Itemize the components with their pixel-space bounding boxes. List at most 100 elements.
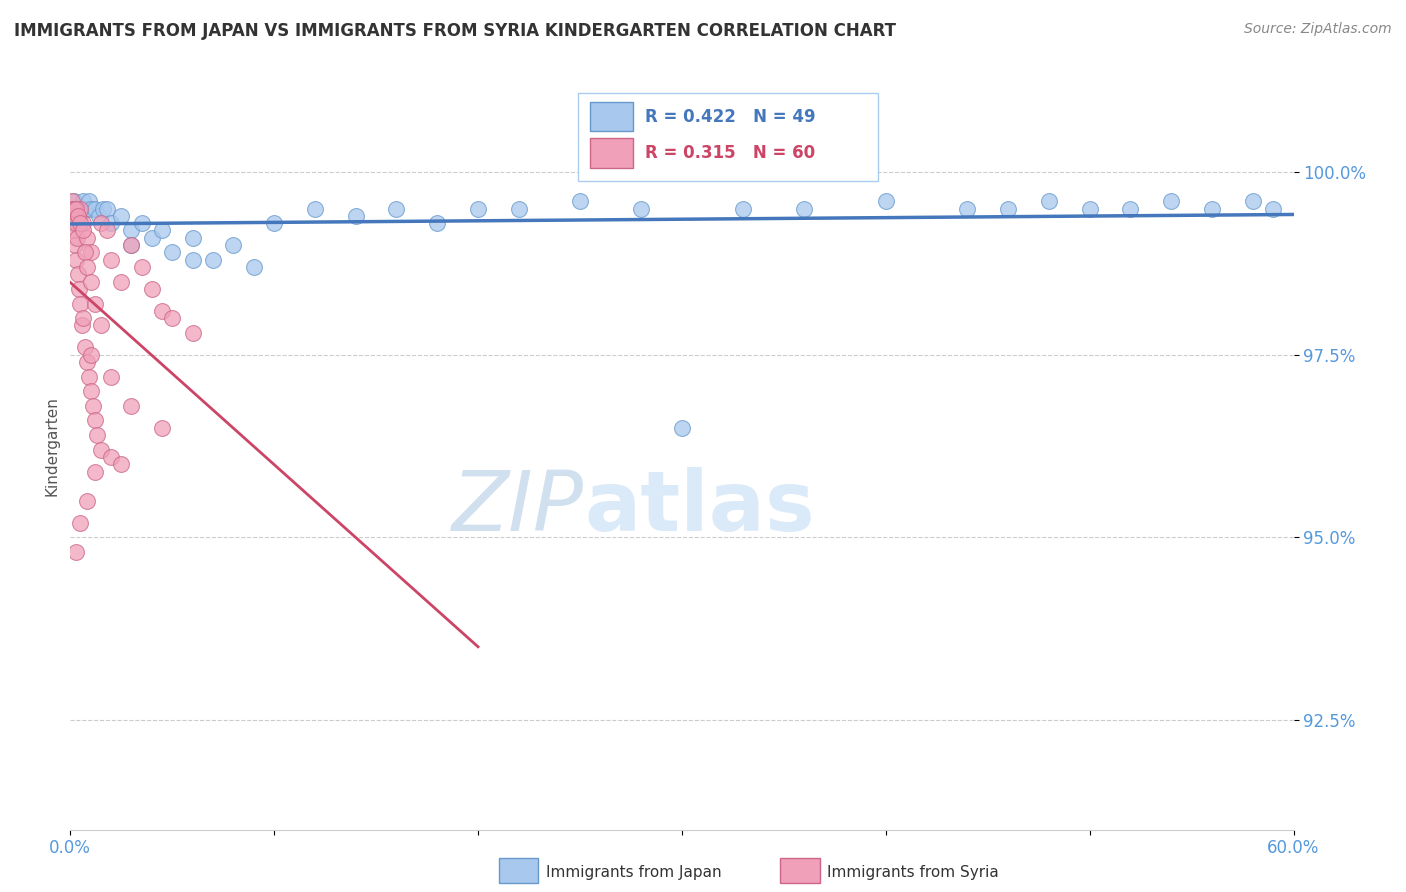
Point bbox=[110, 457, 132, 471]
Point bbox=[83, 465, 105, 479]
Point bbox=[72, 223, 94, 237]
Point bbox=[67, 209, 90, 223]
Point bbox=[86, 428, 108, 442]
Point bbox=[83, 202, 105, 216]
Point bbox=[76, 231, 98, 245]
Point bbox=[69, 296, 91, 310]
Point bbox=[83, 296, 105, 310]
Point bbox=[1241, 194, 1264, 209]
Point bbox=[63, 202, 86, 216]
Point bbox=[62, 202, 84, 216]
Point bbox=[121, 399, 143, 413]
Text: Immigrants from Japan: Immigrants from Japan bbox=[546, 865, 721, 880]
Point bbox=[630, 202, 652, 216]
Point bbox=[83, 413, 105, 427]
Point bbox=[181, 326, 204, 340]
Point bbox=[90, 442, 112, 457]
Point bbox=[67, 209, 90, 223]
Point bbox=[1160, 194, 1182, 209]
Point bbox=[66, 231, 89, 245]
Point bbox=[875, 194, 897, 209]
Point bbox=[1038, 194, 1060, 209]
Point bbox=[76, 493, 98, 508]
Point bbox=[202, 252, 225, 267]
Text: R = 0.422   N = 49: R = 0.422 N = 49 bbox=[645, 108, 815, 126]
Point bbox=[63, 194, 86, 209]
Point bbox=[82, 399, 104, 413]
Point bbox=[110, 275, 132, 289]
Point bbox=[60, 209, 83, 223]
FancyBboxPatch shape bbox=[578, 93, 877, 181]
Point bbox=[67, 268, 90, 282]
Point bbox=[385, 202, 408, 216]
Point bbox=[100, 216, 122, 230]
Point bbox=[121, 238, 143, 252]
Point bbox=[60, 202, 83, 216]
Point bbox=[65, 252, 87, 267]
Y-axis label: Kindergarten: Kindergarten bbox=[44, 396, 59, 496]
Point bbox=[79, 384, 103, 399]
Point bbox=[69, 202, 91, 216]
Point bbox=[508, 202, 530, 216]
Point bbox=[131, 260, 153, 274]
FancyBboxPatch shape bbox=[591, 103, 633, 131]
Point bbox=[62, 216, 84, 230]
Point bbox=[79, 348, 103, 362]
Point bbox=[63, 202, 86, 216]
Point bbox=[426, 216, 449, 230]
Point bbox=[100, 369, 122, 384]
Text: ZIP: ZIP bbox=[453, 467, 583, 548]
Point bbox=[90, 216, 112, 230]
Point bbox=[63, 223, 86, 237]
Point bbox=[77, 194, 100, 209]
Point bbox=[141, 282, 163, 296]
Point bbox=[76, 260, 98, 274]
Point bbox=[70, 318, 93, 333]
Point bbox=[79, 275, 103, 289]
Text: atlas: atlas bbox=[583, 467, 815, 548]
Point bbox=[467, 202, 489, 216]
Point bbox=[150, 223, 173, 237]
Point bbox=[76, 355, 98, 369]
Point bbox=[110, 209, 132, 223]
Point bbox=[1119, 202, 1142, 216]
Point bbox=[150, 421, 173, 435]
Point bbox=[73, 340, 96, 354]
Point bbox=[304, 202, 326, 216]
Point bbox=[131, 216, 153, 230]
Point bbox=[65, 209, 87, 223]
Point bbox=[100, 252, 122, 267]
Point bbox=[79, 245, 103, 260]
Point bbox=[96, 202, 118, 216]
Point bbox=[1078, 202, 1101, 216]
Point bbox=[72, 216, 94, 230]
Point bbox=[65, 545, 87, 559]
Text: IMMIGRANTS FROM JAPAN VS IMMIGRANTS FROM SYRIA KINDERGARTEN CORRELATION CHART: IMMIGRANTS FROM JAPAN VS IMMIGRANTS FROM… bbox=[14, 22, 896, 40]
Point bbox=[60, 194, 83, 209]
Text: Source: ZipAtlas.com: Source: ZipAtlas.com bbox=[1244, 22, 1392, 37]
Point bbox=[91, 202, 114, 216]
FancyBboxPatch shape bbox=[591, 138, 633, 168]
Point bbox=[150, 303, 173, 318]
Point bbox=[141, 231, 163, 245]
Point bbox=[263, 216, 285, 230]
Point bbox=[568, 194, 592, 209]
Point bbox=[69, 282, 91, 296]
Point bbox=[73, 202, 96, 216]
Point bbox=[73, 245, 96, 260]
Point bbox=[997, 202, 1019, 216]
Point bbox=[69, 216, 91, 230]
Point bbox=[65, 238, 87, 252]
Point bbox=[671, 421, 693, 435]
Point bbox=[344, 209, 367, 223]
Point bbox=[96, 223, 118, 237]
Point bbox=[243, 260, 266, 274]
Text: Immigrants from Syria: Immigrants from Syria bbox=[827, 865, 998, 880]
Point bbox=[100, 450, 122, 464]
Point bbox=[90, 318, 112, 333]
Point bbox=[731, 202, 754, 216]
Point bbox=[121, 223, 143, 237]
Point bbox=[162, 245, 183, 260]
Text: R = 0.315   N = 60: R = 0.315 N = 60 bbox=[645, 144, 815, 162]
Point bbox=[956, 202, 979, 216]
